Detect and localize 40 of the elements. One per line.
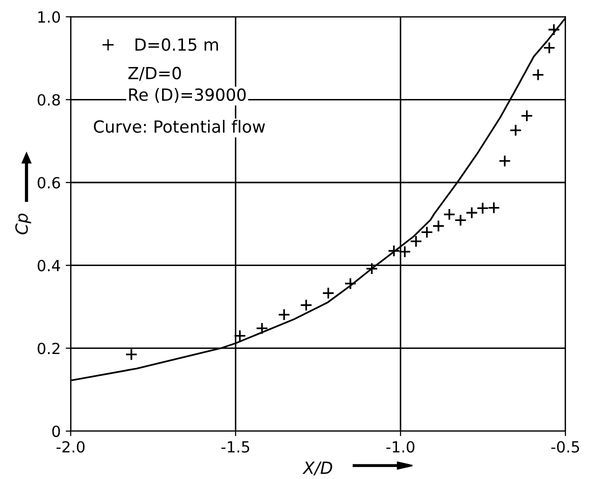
y-tick-label: 0.8 (38, 94, 60, 106)
x-tick-label: -0.5 (551, 441, 580, 453)
point (488, 202, 500, 214)
point (432, 220, 445, 232)
point (476, 202, 489, 214)
point (454, 214, 467, 226)
x-tick-label: -2.0 (56, 441, 85, 453)
x-tick-label: -1.5 (221, 441, 250, 453)
point (366, 262, 378, 275)
point (344, 277, 357, 290)
point (125, 348, 138, 361)
annotation: Re (D)=39000 (129, 88, 246, 103)
point (278, 308, 290, 321)
point (498, 154, 511, 168)
point (398, 245, 412, 258)
y-tick-label: 0.4 (38, 260, 60, 272)
y-tick-label: 0.6 (38, 176, 60, 189)
point (520, 110, 534, 122)
point (420, 226, 434, 238)
point (543, 42, 556, 54)
annotation: Curve: Potential flow (94, 120, 265, 133)
point (532, 68, 544, 81)
y-axis-title: Cp (15, 214, 32, 234)
point (234, 330, 246, 342)
point (256, 322, 268, 335)
y-tick-label: 1.0 (38, 11, 60, 23)
point (466, 206, 478, 219)
legend-label: D=0.15 m (136, 38, 218, 51)
x-axis-title: X/D (302, 462, 332, 476)
point (388, 244, 400, 258)
point (443, 208, 456, 221)
y-tick-label: 0 (52, 426, 60, 438)
point (509, 124, 522, 137)
point (322, 286, 334, 300)
point (410, 235, 422, 248)
annotation: Z/D=0 (128, 66, 181, 81)
y-tick-label: 0.2 (38, 342, 60, 354)
point (300, 298, 312, 312)
point (548, 23, 560, 36)
x-tick-label: -1.0 (386, 441, 414, 453)
